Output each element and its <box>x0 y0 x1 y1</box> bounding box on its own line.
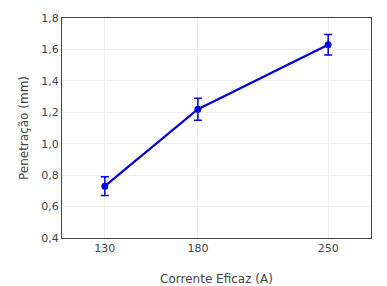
svg-text:Penetração (mm): Penetração (mm) <box>17 76 31 180</box>
svg-text:1,6: 1,6 <box>41 43 59 56</box>
svg-text:Corrente Eficaz (A): Corrente Eficaz (A) <box>160 272 273 286</box>
svg-text:0,6: 0,6 <box>41 200 59 213</box>
svg-text:1,2: 1,2 <box>41 106 59 119</box>
svg-text:0,8: 0,8 <box>41 169 59 182</box>
svg-text:1,4: 1,4 <box>41 75 59 88</box>
svg-text:1,8: 1,8 <box>41 12 59 25</box>
svg-text:130: 130 <box>94 242 115 255</box>
svg-text:0,4: 0,4 <box>41 232 59 245</box>
svg-text:180: 180 <box>187 242 208 255</box>
svg-text:250: 250 <box>318 242 339 255</box>
svg-text:1,0: 1,0 <box>41 138 59 151</box>
